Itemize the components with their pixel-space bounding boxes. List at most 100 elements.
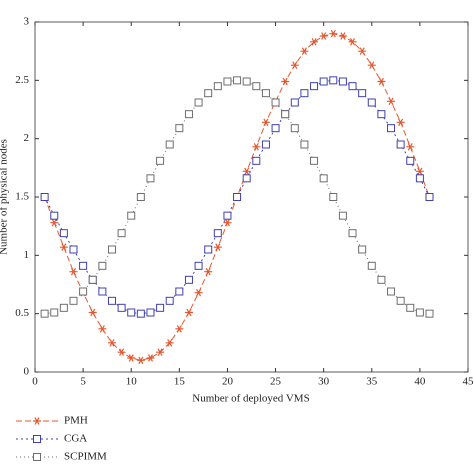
data-point <box>127 308 136 317</box>
data-point <box>290 61 299 69</box>
x-tick-label: 10 <box>126 376 138 388</box>
data-point <box>88 308 97 317</box>
data-point <box>329 29 338 38</box>
data-point <box>59 303 68 312</box>
data-point <box>223 218 232 227</box>
data-point <box>79 261 88 270</box>
data-point <box>184 275 193 284</box>
data-point <box>107 296 116 305</box>
data-point <box>271 98 280 107</box>
data-point <box>204 267 213 276</box>
data-point <box>175 325 184 333</box>
x-tick-label: 0 <box>32 376 38 388</box>
data-point <box>252 82 261 91</box>
data-point <box>329 193 338 201</box>
data-point <box>319 32 328 40</box>
data-point <box>184 308 193 317</box>
data-point <box>300 140 309 149</box>
data-point <box>406 156 415 165</box>
data-point <box>156 156 165 165</box>
data-point <box>242 167 251 176</box>
data-point <box>165 339 174 347</box>
x-axis-label: Number of deployed VMS <box>192 393 309 405</box>
data-point <box>213 229 222 238</box>
x-tick-label: 45 <box>463 376 474 388</box>
data-point <box>107 339 116 347</box>
data-point <box>165 140 174 149</box>
data-point <box>175 124 184 133</box>
data-point <box>223 211 232 220</box>
data-point <box>69 296 78 305</box>
data-point <box>261 140 270 149</box>
data-point <box>348 229 357 238</box>
data-point <box>117 348 126 356</box>
data-point <box>204 245 213 254</box>
data-point <box>319 174 328 183</box>
data-point <box>59 229 68 238</box>
legend-label: PMH <box>64 415 88 427</box>
data-point <box>300 89 309 98</box>
data-point <box>387 287 396 296</box>
legend-marker <box>33 435 41 443</box>
data-point <box>40 193 49 201</box>
data-point <box>281 110 290 119</box>
data-point <box>165 296 174 305</box>
data-point <box>367 61 376 69</box>
legend-label: CGA <box>64 433 87 445</box>
data-point <box>406 303 415 312</box>
data-point <box>367 261 376 270</box>
data-point <box>156 348 165 356</box>
data-point <box>242 174 251 183</box>
data-point <box>213 82 222 91</box>
data-point <box>242 77 251 86</box>
data-point <box>252 156 261 165</box>
data-point <box>40 309 49 318</box>
data-point <box>136 356 145 365</box>
x-tick-label: 30 <box>318 376 330 388</box>
data-point <box>300 47 309 55</box>
data-point <box>127 211 136 220</box>
data-point <box>59 243 68 251</box>
data-point <box>146 354 155 362</box>
data-point <box>194 288 203 297</box>
data-point <box>415 167 424 176</box>
data-point <box>377 275 386 284</box>
data-point <box>367 98 376 107</box>
data-point <box>290 98 299 107</box>
x-tick-label: 5 <box>80 376 86 388</box>
x-tick-label: 40 <box>414 376 426 388</box>
data-point <box>348 38 357 46</box>
data-point <box>204 89 213 98</box>
data-point <box>310 38 319 46</box>
data-point <box>50 218 59 227</box>
data-point <box>69 267 78 276</box>
y-tick-label: 2 <box>24 132 30 144</box>
y-tick-label: 1.5 <box>15 191 29 203</box>
data-point <box>348 82 357 91</box>
data-point <box>377 110 386 119</box>
y-tick-label: 3 <box>24 16 30 28</box>
data-point <box>184 110 193 119</box>
y-tick-label: 0 <box>24 366 30 378</box>
data-point <box>136 193 145 201</box>
data-point <box>290 124 299 133</box>
data-point <box>194 261 203 270</box>
data-point <box>396 118 405 127</box>
data-point <box>261 118 270 127</box>
data-point <box>396 140 405 149</box>
data-point <box>425 193 434 201</box>
data-point <box>107 245 116 254</box>
data-point <box>127 354 136 362</box>
data-point <box>98 325 107 333</box>
data-point <box>233 76 242 85</box>
data-point <box>117 303 126 312</box>
plot-frame <box>34 21 469 373</box>
data-point <box>387 124 396 133</box>
legend-marker <box>33 453 41 461</box>
data-point <box>425 309 434 318</box>
data-point <box>213 243 222 251</box>
data-point <box>271 124 280 133</box>
data-point <box>156 303 165 312</box>
data-point <box>319 77 328 86</box>
data-point <box>281 77 290 86</box>
